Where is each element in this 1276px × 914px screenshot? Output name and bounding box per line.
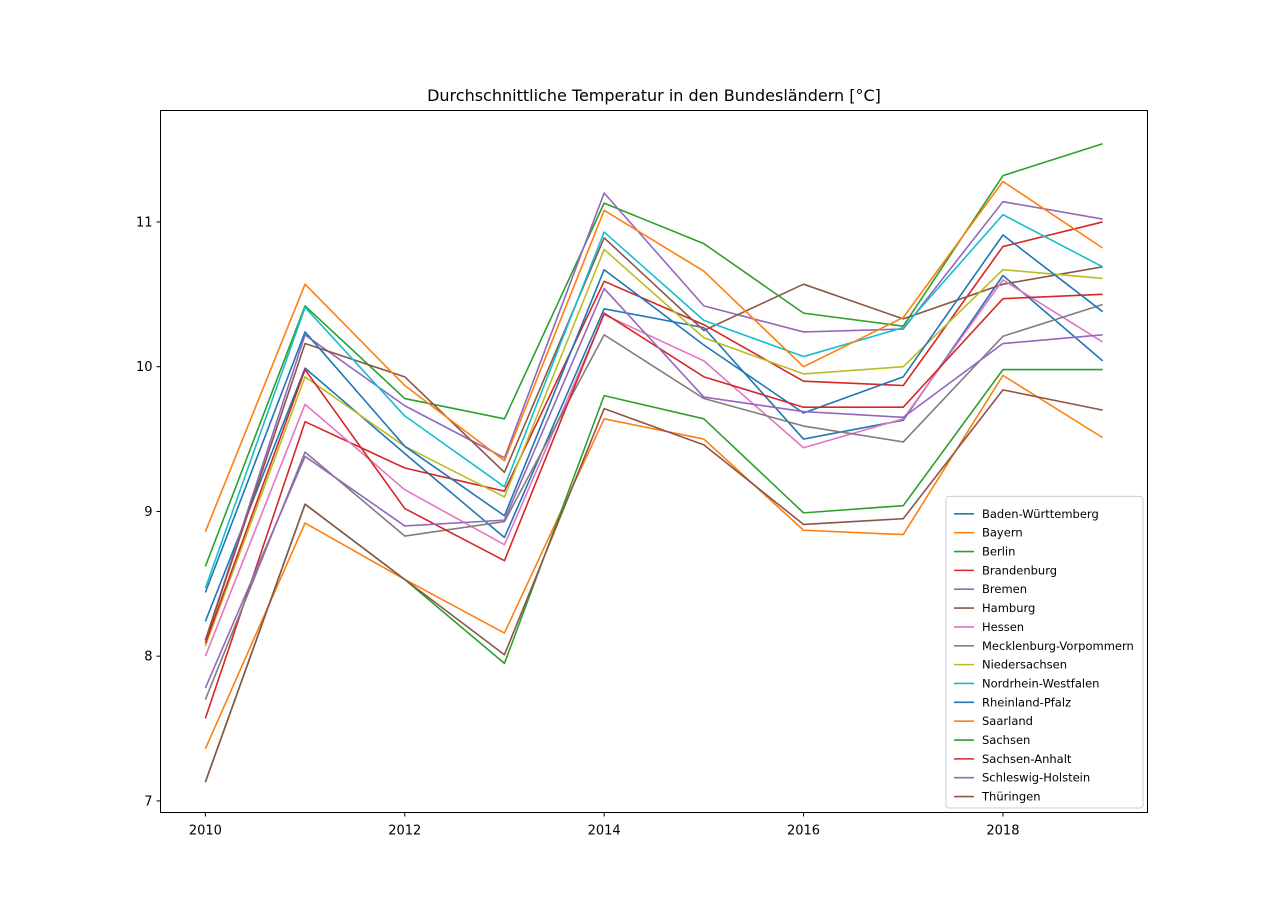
series-line-2 xyxy=(204,143,1103,567)
legend-label: Baden-Württemberg xyxy=(982,507,1099,521)
x-tick-label: 2010 xyxy=(189,824,222,839)
legend-label: Hamburg xyxy=(982,601,1035,615)
series-line-6 xyxy=(204,279,1104,657)
legend-label: Schleswig-Holstein xyxy=(982,771,1090,785)
series-line-14 xyxy=(204,287,1103,689)
legend-label: Thüringen xyxy=(981,790,1040,804)
legend-label: Bayern xyxy=(982,526,1023,540)
y-tick-label: 9 xyxy=(144,505,152,520)
y-tick-label: 10 xyxy=(136,360,153,375)
legend-box xyxy=(945,495,1144,809)
series-line-5 xyxy=(204,237,1103,641)
legend-label: Nordrhein-Westfalen xyxy=(982,676,1099,690)
series-line-7 xyxy=(204,303,1103,700)
series-line-15 xyxy=(204,389,1103,783)
y-tick-label: 7 xyxy=(144,794,152,809)
series-line-8 xyxy=(204,248,1103,647)
legend-label: Sachsen-Anhalt xyxy=(982,752,1072,766)
legend-label: Sachsen xyxy=(982,733,1030,747)
series-line-13 xyxy=(204,293,1103,644)
legend-label: Brandenburg xyxy=(982,563,1057,577)
plot-lines xyxy=(204,143,1104,783)
x-axis: 2010 2012 2014 2016 2018 xyxy=(189,812,1019,839)
plot-frame xyxy=(160,110,1148,813)
x-tick-label: 2014 xyxy=(588,824,621,839)
x-tick-label: 2016 xyxy=(787,824,820,839)
legend-label: Hessen xyxy=(982,620,1024,634)
series-line-3 xyxy=(204,221,1103,719)
series-line-4 xyxy=(204,192,1103,641)
series-line-9 xyxy=(204,213,1104,589)
legend-label: Bremen xyxy=(982,582,1027,596)
series-line-10 xyxy=(204,234,1104,593)
y-tick-label: 8 xyxy=(144,650,152,665)
legend: Baden-Württemberg Bayern Berlin Brandenburg… xyxy=(945,495,1144,809)
legend-label: Rheinland-Pfalz xyxy=(982,695,1071,709)
y-axis: 7 8 9 10 11 xyxy=(136,215,161,809)
series-line-11 xyxy=(204,180,1104,532)
chart-title: Durchschnittliche Temperatur in den Bund… xyxy=(427,86,881,105)
legend-label: Saarland xyxy=(982,714,1033,728)
legend-label: Berlin xyxy=(982,545,1015,559)
x-tick-label: 2012 xyxy=(388,824,421,839)
y-tick-label: 11 xyxy=(136,215,153,230)
x-tick-label: 2018 xyxy=(986,824,1019,839)
legend-label: Mecklenburg-Vorpommern xyxy=(982,639,1134,653)
legend-label: Niedersachsen xyxy=(982,658,1067,672)
